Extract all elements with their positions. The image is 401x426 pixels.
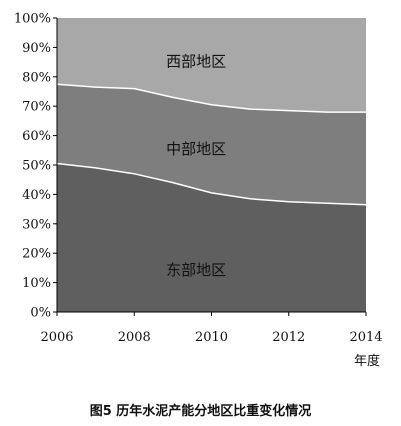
area-东部地区 xyxy=(57,163,366,312)
chart-title: 图5 历年水泥产能分地区比重变化情况 xyxy=(89,404,312,419)
boundary-lines xyxy=(56,83,367,206)
x-tick-label: 2014 xyxy=(349,330,382,345)
y-tick-label: 40% xyxy=(22,188,51,203)
boundary-line-中部地区 xyxy=(56,83,366,113)
y-tick-label: 0% xyxy=(30,306,51,321)
x-tick-label: 2006 xyxy=(40,330,73,345)
y-tick-label: 50% xyxy=(22,159,51,174)
x-tick-labels: 2006 2008 2010 2012 2014 xyxy=(40,330,382,345)
x-axis-label: 年度 xyxy=(354,353,380,369)
y-tick-label: 60% xyxy=(22,129,51,144)
area-label-西部地区: 西部地区 xyxy=(166,52,226,70)
area-labels: 东部地区 中部地区 西部地区 xyxy=(166,52,226,279)
y-tick-labels: 0% 10% 20% 30% 40% 50% 60% 70% 80% 90% 100% xyxy=(14,12,51,321)
x-tick-label: 2012 xyxy=(272,330,305,345)
x-tick-label: 2008 xyxy=(118,330,151,345)
axes xyxy=(53,17,367,316)
y-tick-label: 90% xyxy=(22,41,51,56)
y-tick-label: 100% xyxy=(14,12,51,27)
area-label-中部地区: 中部地区 xyxy=(166,140,226,158)
y-tick-label: 20% xyxy=(22,247,51,262)
y-tick-label: 30% xyxy=(22,217,51,232)
x-tick-label: 2010 xyxy=(195,330,228,345)
area-中部地区 xyxy=(57,84,366,205)
y-tick-label: 70% xyxy=(22,100,51,115)
area-label-东部地区: 东部地区 xyxy=(166,261,226,279)
y-tick-label: 80% xyxy=(22,70,51,85)
y-tick-label: 10% xyxy=(22,276,51,291)
boundary-line-东部地区 xyxy=(56,162,367,206)
